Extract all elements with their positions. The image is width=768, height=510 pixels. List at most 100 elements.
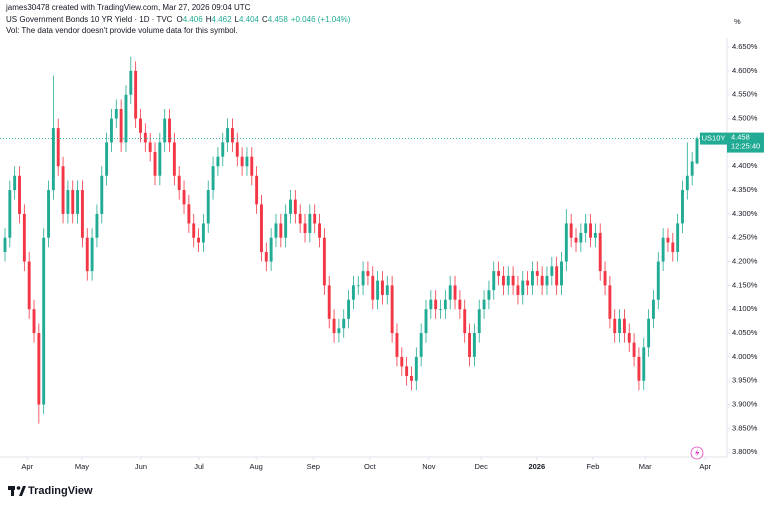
candle-body	[129, 70, 133, 95]
candle-body	[18, 175, 21, 214]
candle-body	[564, 223, 568, 262]
candle-body	[414, 356, 418, 381]
candle-body	[376, 280, 380, 300]
x-tick-label: Apr	[699, 462, 711, 471]
candle-body	[284, 213, 288, 238]
candle-body	[332, 318, 336, 334]
candle-body	[671, 242, 675, 253]
candle-body	[56, 128, 60, 167]
candle-body	[192, 223, 196, 238]
candle-body	[13, 175, 17, 191]
y-tick-label: 4.350%	[732, 185, 758, 194]
candle-body	[434, 299, 438, 310]
candle-body	[356, 285, 360, 287]
candle-body	[105, 142, 109, 176]
candle-body	[158, 142, 162, 176]
y-tick-label: 4.300%	[732, 209, 758, 218]
candle-body	[390, 285, 394, 334]
candle-body	[143, 132, 147, 143]
candle-body	[371, 275, 375, 300]
ohlc-value: 4.462	[212, 15, 233, 24]
candle-body	[172, 142, 176, 176]
candle-body	[632, 342, 636, 357]
candle-body	[201, 223, 205, 243]
candle-body	[47, 190, 50, 238]
x-tick-label: Mar	[639, 462, 652, 471]
candle-body	[400, 356, 404, 367]
x-tick-label: Dec	[474, 462, 488, 471]
candle-body	[197, 237, 201, 243]
candle-body	[540, 275, 544, 286]
y-tick-label: 3.850%	[732, 423, 758, 432]
candle-body	[579, 232, 583, 243]
volume-note: Vol: The data vendor doesn't provide vol…	[6, 26, 238, 35]
x-tick-label: Apr	[21, 462, 33, 471]
ohlc-value: 4.404	[239, 15, 260, 24]
candle-body	[618, 318, 622, 334]
symbol-name: US Government Bonds 10 YR Yield · 1D · T…	[6, 15, 173, 24]
candle-body	[695, 138, 699, 164]
price-tag-text: 4.458	[731, 133, 750, 142]
candle-body	[361, 271, 365, 286]
candle-body	[690, 161, 694, 176]
candle-body	[501, 275, 505, 286]
candle-body	[327, 285, 331, 319]
y-tick-label: 4.600%	[732, 66, 758, 75]
unit: %	[734, 17, 741, 26]
candle-body	[676, 223, 680, 253]
candle-body	[555, 266, 559, 286]
y-tick-label: 4.050%	[732, 328, 758, 337]
candle-body	[109, 118, 113, 143]
candle-body	[516, 285, 520, 295]
candle-body	[492, 271, 496, 291]
symbol-info: US Government Bonds 10 YR Yield · 1D · T…	[6, 15, 351, 24]
x-tick-label: May	[75, 462, 89, 471]
y-tick-label: 4.100%	[732, 304, 758, 313]
candle-body	[627, 333, 631, 343]
candle-body	[211, 166, 215, 191]
candle-body	[487, 290, 491, 300]
candle-body	[342, 318, 346, 329]
candle-body	[230, 128, 234, 143]
candle-body	[100, 175, 104, 214]
candle-body	[453, 285, 457, 300]
logo: TradingView	[8, 485, 93, 497]
x-tick-label: 2026	[528, 462, 545, 471]
candle-body	[80, 190, 84, 238]
candle-body	[472, 333, 476, 357]
candle-body	[651, 299, 655, 319]
y-tick-label: 4.150%	[732, 280, 758, 289]
candle-body	[351, 285, 355, 300]
candle-body	[42, 237, 46, 405]
candle-body	[177, 175, 181, 191]
candle-body	[531, 271, 534, 286]
candle-body	[622, 318, 626, 334]
candle-body	[85, 237, 89, 272]
ohlc-value: 4.406	[183, 15, 204, 24]
change: +0.046 (+1.04%)	[291, 15, 351, 24]
candle-body	[134, 70, 138, 119]
candle-body	[139, 118, 142, 133]
candle-body	[313, 213, 317, 224]
y-tick-label: 4.250%	[732, 233, 758, 242]
candle-body	[3, 237, 7, 253]
candle-body	[448, 285, 452, 300]
candle-body	[468, 333, 472, 357]
candle-body	[216, 156, 220, 167]
candle-body	[51, 128, 55, 191]
candle-body	[443, 299, 447, 310]
candle-body	[410, 375, 413, 381]
x-tick-label: Jun	[135, 462, 147, 471]
countdown: 12:25:40	[731, 142, 760, 151]
candle-body	[477, 309, 481, 334]
candle-body	[666, 237, 670, 243]
candle-body	[589, 223, 592, 238]
candle-body	[613, 318, 617, 334]
candle-body	[337, 328, 341, 334]
candle-body	[569, 223, 573, 238]
candle-body	[550, 266, 554, 276]
price-tag	[727, 132, 764, 153]
candle-body	[458, 299, 462, 310]
x-tick-label: Sep	[307, 462, 320, 471]
candle-body	[661, 237, 665, 262]
